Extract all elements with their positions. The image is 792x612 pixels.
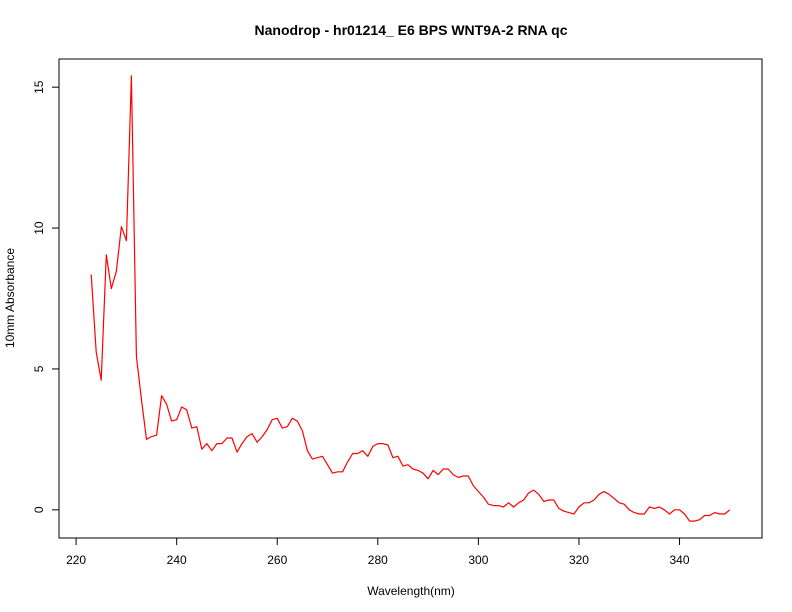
series-layer <box>90 75 731 522</box>
y-tick-label: 5 <box>32 365 46 372</box>
x-tick-label: 300 <box>468 553 488 567</box>
x-tick-label: 220 <box>66 553 86 567</box>
x-tick-label: 240 <box>167 553 187 567</box>
y-axis: 0 5 10 15 <box>32 80 60 513</box>
y-axis-label: 10mm Absorbance <box>3 248 17 348</box>
x-axis-label: Wavelength(nm) <box>367 584 455 598</box>
y-tick-label: 10 <box>32 221 46 235</box>
x-tick-label: 340 <box>670 553 690 567</box>
x-axis: 220 240 260 280 300 320 340 <box>66 537 690 567</box>
absorbance-series-line <box>90 75 731 522</box>
x-tick-label: 280 <box>368 553 388 567</box>
x-tick-label: 320 <box>569 553 589 567</box>
x-tick-label: 260 <box>267 553 287 567</box>
y-tick-label: 15 <box>32 80 46 94</box>
y-tick-label: 0 <box>32 506 46 513</box>
chart-title: Nanodrop - hr01214_ E6 BPS WNT9A-2 RNA q… <box>255 22 568 38</box>
